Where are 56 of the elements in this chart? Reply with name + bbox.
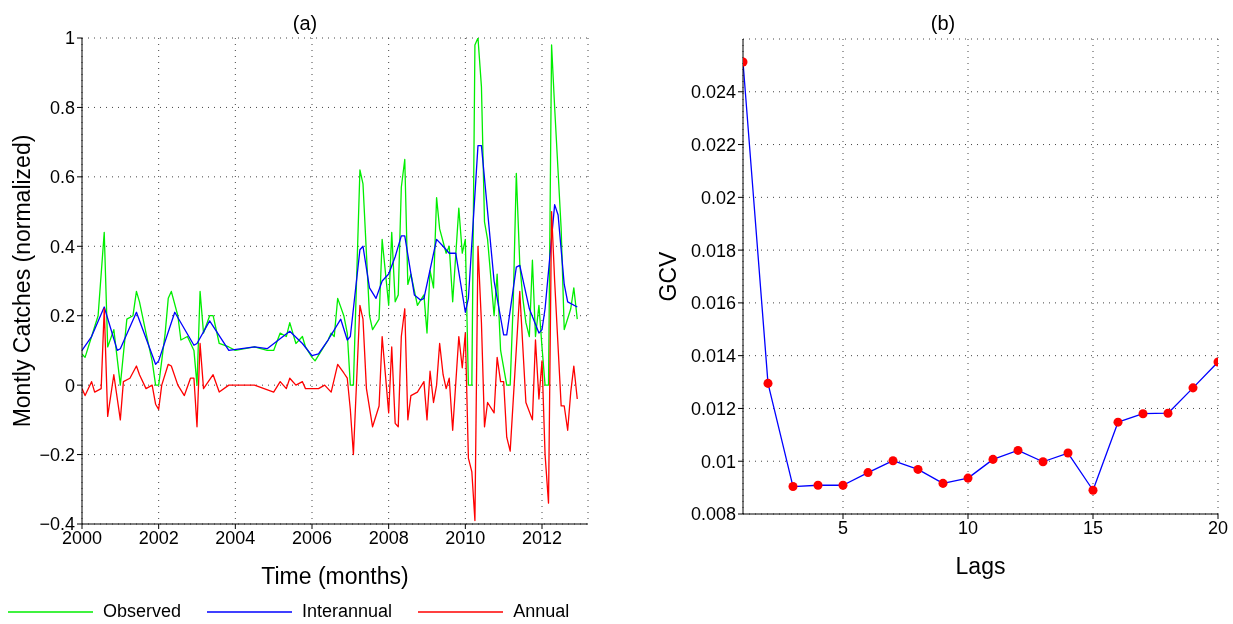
- y-tick-label: 0.012: [690, 398, 736, 419]
- point: [1038, 457, 1048, 467]
- legend-label: Annual: [513, 601, 570, 622]
- x-axis-title: Lags: [955, 553, 1006, 579]
- point: [813, 480, 823, 490]
- y-tick-label: 0.016: [690, 293, 736, 314]
- y-tick-label: 0.022: [690, 134, 736, 155]
- y-tick-label: 1: [64, 28, 75, 49]
- point: [913, 464, 923, 474]
- legend-label: Observed: [103, 601, 182, 622]
- point: [1113, 417, 1123, 427]
- y-tick-label: 0.018: [690, 240, 736, 261]
- point: [838, 480, 848, 490]
- x-tick-label: 2006: [291, 527, 333, 548]
- y-tick-label: 0: [64, 375, 75, 396]
- line-series: [82, 210, 578, 522]
- y-tick-label: 0.01: [700, 451, 736, 472]
- point: [1188, 383, 1198, 393]
- y-tick-label: 0.2: [49, 306, 75, 327]
- y-tick-label: 0.024: [690, 82, 736, 103]
- x-tick-label: 2012: [521, 527, 563, 548]
- y-tick-label: 0.008: [690, 504, 736, 525]
- y-tick-label: 0.4: [49, 236, 75, 257]
- point: [1138, 409, 1148, 419]
- point: [963, 473, 973, 483]
- point: [1013, 445, 1023, 455]
- x-tick-label: 2010: [445, 527, 486, 548]
- legend-label: Interannual: [302, 601, 393, 622]
- line-series: [82, 144, 578, 365]
- chart-title: (b): [929, 12, 957, 35]
- point: [888, 456, 898, 466]
- line-series: [82, 38, 578, 386]
- point: [988, 454, 998, 464]
- point: [863, 468, 873, 478]
- y-axis-title: GCV: [655, 250, 682, 302]
- point: [1063, 448, 1073, 458]
- x-tick-label: 2008: [368, 527, 409, 548]
- y-tick-label: 0.014: [690, 346, 736, 367]
- y-tick-label: 0.6: [49, 167, 75, 188]
- x-tick-label: 20: [1207, 517, 1229, 538]
- y-tick-label: −0.2: [39, 444, 75, 465]
- x-tick-label: 2002: [138, 527, 179, 548]
- x-tick-label: 5: [837, 517, 849, 538]
- y-axis-title: Montly Catches (normalized): [9, 134, 36, 428]
- point: [763, 378, 773, 388]
- chart-title: (a): [292, 12, 318, 34]
- x-tick-label: 15: [1082, 517, 1104, 538]
- y-tick-label: 0.8: [49, 97, 75, 118]
- y-tick-label: 0.02: [700, 187, 736, 208]
- point: [1088, 485, 1098, 495]
- x-axis-title: Time (months): [261, 563, 409, 589]
- point: [1163, 408, 1173, 418]
- point: [938, 478, 948, 488]
- point: [788, 482, 798, 492]
- x-tick-label: 2004: [215, 527, 256, 548]
- x-tick-label: 10: [957, 517, 979, 538]
